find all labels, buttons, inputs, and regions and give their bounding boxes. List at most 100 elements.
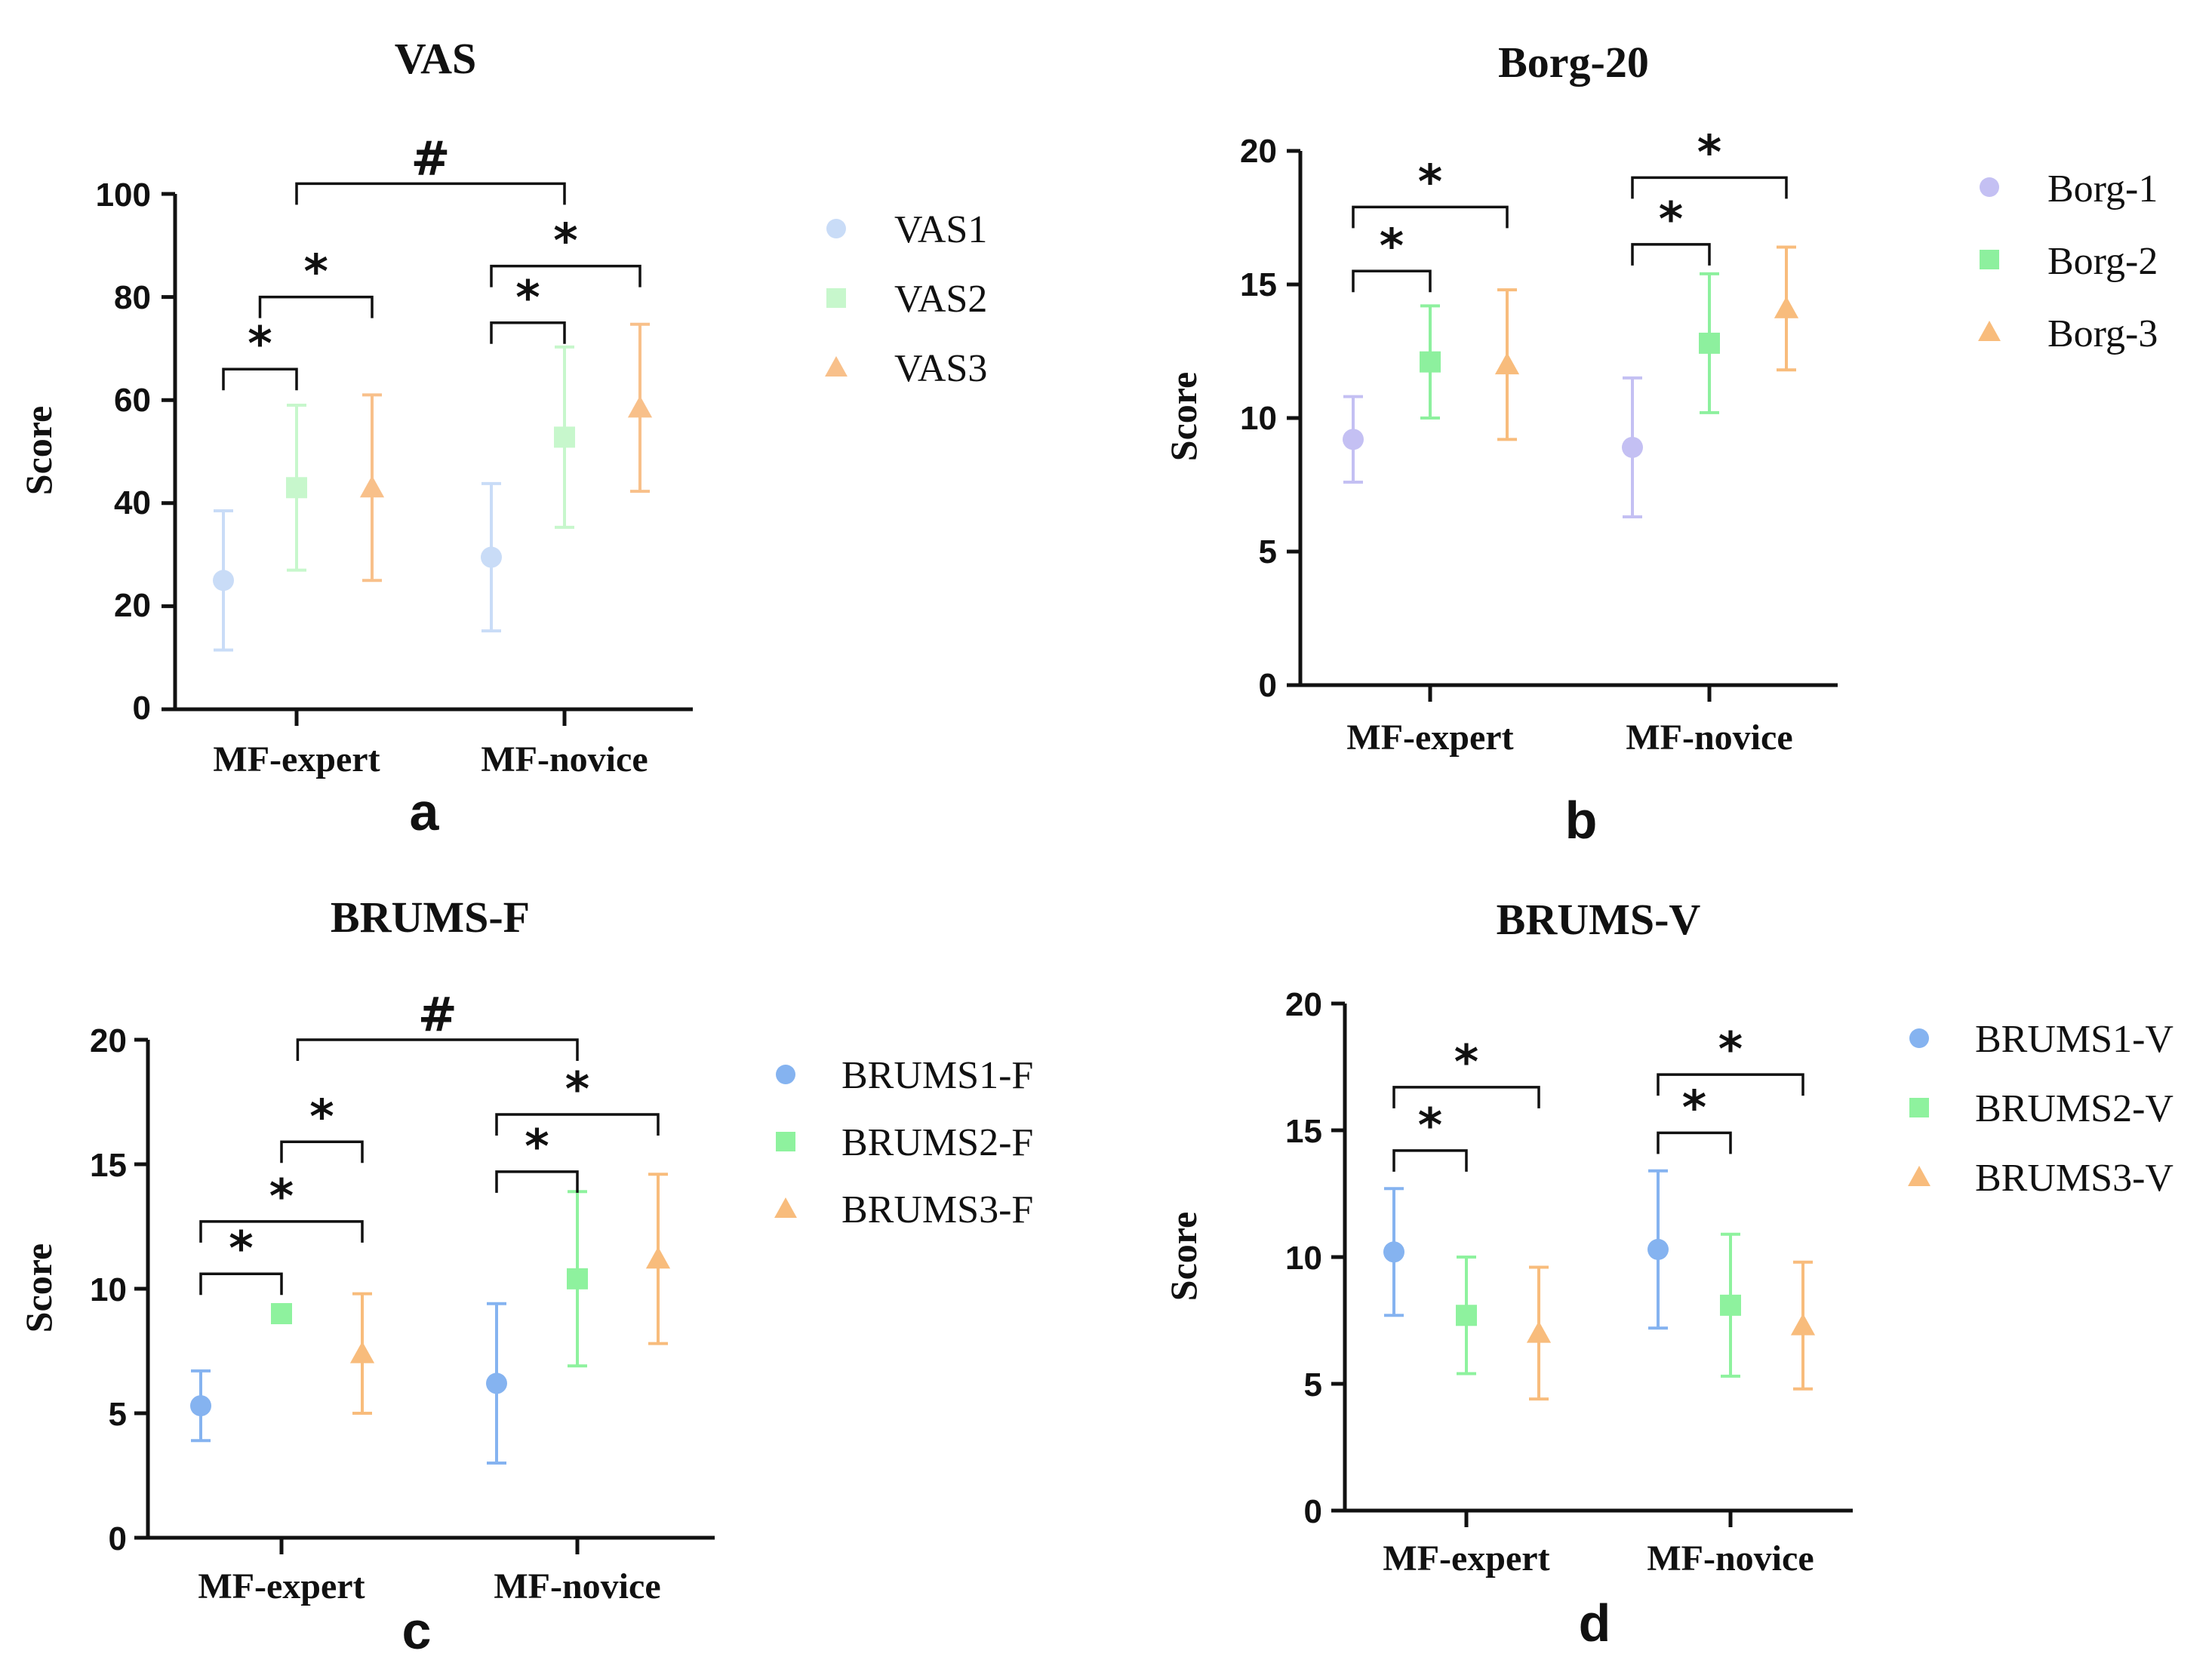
y-tick-label: 0 [1259,667,1277,704]
y-tick-label: 20 [90,1022,127,1059]
significance-bracket [1631,243,1711,266]
legend-label: VAS3 [894,347,987,390]
legend-marker [1909,1098,1929,1117]
category-label: MF-novice [1647,1539,1814,1578]
data-point [1343,429,1364,450]
panel-c-brums-f: BRUMS-F Score MF-expert MF-novice c 0 5 … [17,893,1033,1660]
legend-label: BRUMS2-F [841,1121,1033,1164]
data-point [1456,1305,1477,1326]
category-label: MF-novice [481,739,648,779]
y-tick-label: 5 [1259,533,1277,570]
y-tick-label: 100 [96,177,151,214]
data-point [271,1303,292,1324]
panel-label: c [402,1601,432,1660]
y-tick-labels: 0 5 10 15 20 [90,1022,127,1557]
significance-label: * [525,1119,549,1174]
y-tick-label: 15 [90,1147,127,1184]
legend-marker [1908,1166,1931,1186]
legend-label: BRUMS3-V [1975,1157,2174,1200]
legend-marker [776,1065,795,1084]
legend-label: Borg-1 [2047,168,2158,211]
y-tick-labels: 0 20 40 60 80 100 [96,177,151,727]
significance-bracket [295,182,566,205]
significance-bracket [490,264,641,287]
significance-label: * [565,1062,589,1117]
y-tick-label: 20 [114,587,151,624]
data-point [1790,1313,1816,1336]
y-axis-label: Score [1162,1212,1204,1301]
legend-label: BRUMS1-F [841,1054,1033,1097]
y-axis-label: Score [17,1243,60,1333]
data-point [1720,1294,1741,1316]
panel-a-vas: VAS Score MF-expert MF-novice a 0 20 40 … [17,34,987,841]
legend-label: BRUMS2-V [1975,1087,2174,1130]
y-tick-label: 0 [133,690,151,727]
data-point [349,1341,375,1363]
data-point [190,1395,211,1417]
significance-bracket [1352,269,1432,293]
significance-bracket [1631,176,1788,199]
legend-marker [826,288,846,308]
data-point [213,570,234,592]
data-point [554,426,575,448]
category-label: MF-novice [494,1566,660,1606]
legend: VAS1 VAS2 VAS3 [894,208,987,390]
chart-3-marks: * * * * * # [134,987,797,1554]
legend-label: Borg-3 [2047,312,2158,355]
significance-bracket [1392,1149,1468,1172]
legend-label: Borg-2 [2047,240,2158,283]
data-point [1774,296,1799,318]
significance-label: * [515,270,540,325]
significance-label: * [553,214,577,269]
data-point [1494,352,1520,375]
y-tick-label: 40 [114,484,151,521]
y-axis-label: Score [17,406,60,495]
y-tick-label: 5 [109,1396,127,1433]
significance-bracket [1392,1086,1540,1108]
y-tick-label: 5 [1304,1366,1322,1403]
significance-bracket [490,321,566,344]
legend-label: VAS2 [894,278,987,321]
significance-label: * [1380,218,1404,273]
significance-bracket [258,295,374,318]
significance-bracket [495,1170,579,1193]
y-tick-label: 20 [1285,986,1322,1023]
data-point [627,395,653,418]
chart-title: BRUMS-V [1497,895,1701,944]
legend-marker [774,1197,797,1218]
significance-label: * [1659,192,1683,247]
significance-label: * [1682,1080,1706,1135]
y-tick-label: 15 [1240,266,1277,303]
data-point [359,475,385,498]
y-tick-label: 0 [1304,1493,1322,1530]
legend-marker [1980,250,1999,269]
significance-label: * [229,1221,253,1276]
data-point [486,1373,507,1394]
legend-marker [1978,321,2001,341]
significance-label: * [309,1089,334,1144]
y-tick-label: 10 [1240,400,1277,437]
significance-label: * [1418,154,1442,209]
y-tick-labels: 0 5 10 15 20 [1285,986,1322,1530]
chart-marks: ** **#*********#**** [134,124,2001,1554]
y-tick-label: 10 [90,1271,127,1308]
significance-label: * [269,1169,294,1224]
category-label: MF-expert [1383,1539,1549,1578]
y-tick-label: 20 [1240,133,1277,170]
significance-bracket [199,1220,364,1243]
y-tick-label: 10 [1285,1240,1322,1277]
legend: BRUMS1-F BRUMS2-F BRUMS3-F [841,1054,1033,1231]
legend-label: VAS1 [894,208,987,251]
y-tick-label: 15 [1285,1113,1322,1150]
significance-label: * [1418,1098,1442,1153]
significance-bracket [222,367,298,391]
significance-label: * [1454,1034,1478,1090]
data-point [1420,351,1441,373]
significance-label: # [418,987,457,1042]
data-point [1622,436,1643,458]
chart-2-marks: * * * * [1287,124,2001,702]
significance-label: * [248,316,272,371]
panel-d-brums-v: BRUMS-V Score MF-expert MF-novice d 0 5 … [1162,895,2174,1652]
category-label: MF-novice [1626,718,1792,758]
